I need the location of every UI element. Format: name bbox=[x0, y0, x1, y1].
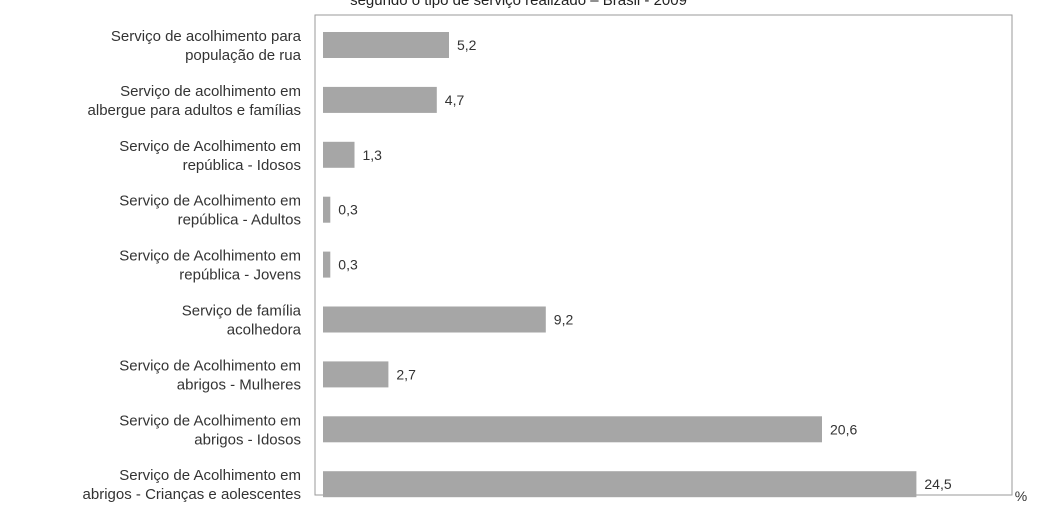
bar-1 bbox=[323, 86, 437, 113]
unit-label: % bbox=[1015, 488, 1027, 504]
chart-title: segundo o tipo de serviço realizado – Br… bbox=[350, 0, 687, 9]
value-labels-group: 5,2 4,7 1,3 0,3 0,3 9,2 2,7 20,6 24,5 bbox=[338, 37, 952, 492]
value-label-8: 24,5 bbox=[924, 476, 951, 492]
value-label-3: 0,3 bbox=[338, 202, 358, 218]
bar-0 bbox=[323, 32, 449, 58]
category-label-5: Serviço de família acolhedora bbox=[182, 303, 302, 339]
value-label-7: 20,6 bbox=[830, 421, 857, 437]
value-label-2: 1,3 bbox=[363, 147, 383, 163]
value-label-1: 4,7 bbox=[445, 92, 465, 108]
category-label-1: Serviço de acolhimento em albergue para a… bbox=[88, 83, 301, 119]
category-label-0: Serviço de acolhimento para população de … bbox=[111, 28, 302, 64]
bar-6 bbox=[323, 361, 389, 388]
value-label-6: 2,7 bbox=[396, 366, 416, 382]
bar-5 bbox=[323, 306, 546, 333]
category-label-3: Serviço de Acolhimento em república - Adu… bbox=[119, 193, 301, 229]
category-label-6: Serviço de Acolhimento em abrigos - Mulhe… bbox=[119, 357, 301, 393]
bar-2 bbox=[323, 141, 355, 168]
category-labels-group: Serviço de acolhimento para população de … bbox=[83, 28, 302, 503]
bar-3 bbox=[323, 196, 331, 223]
category-label-8: Serviço de Acolhimento em abrigos - Crian… bbox=[83, 467, 301, 503]
bar-8 bbox=[323, 471, 917, 498]
bar-7 bbox=[323, 416, 822, 443]
value-label-4: 0,3 bbox=[338, 257, 358, 273]
category-label-4: Serviço de Acolhimento em república - Jov… bbox=[119, 248, 301, 284]
bar-4 bbox=[323, 251, 331, 278]
category-label-7: Serviço de Acolhimento em abrigos - Idoso… bbox=[119, 412, 301, 448]
bars-group bbox=[323, 32, 917, 498]
value-label-0: 5,2 bbox=[457, 37, 477, 53]
value-label-5: 9,2 bbox=[554, 312, 574, 328]
category-label-2: Serviço de Acolhimento em república - Ido… bbox=[119, 138, 301, 174]
